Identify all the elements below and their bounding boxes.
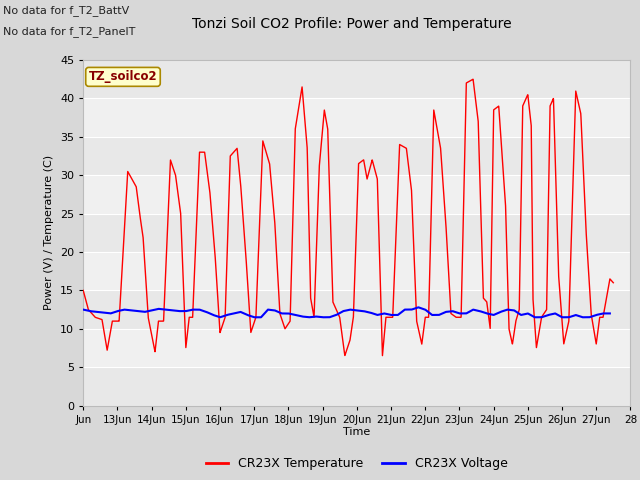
Bar (83, 290, 630, 329)
Y-axis label: Power (V) / Temperature (C): Power (V) / Temperature (C) (45, 155, 54, 311)
Text: No data for f_T2_PanelT: No data for f_T2_PanelT (3, 26, 136, 37)
Text: Tonzi Soil CO2 Profile: Power and Temperature: Tonzi Soil CO2 Profile: Power and Temper… (192, 17, 512, 31)
Text: No data for f_T2_BattV: No data for f_T2_BattV (3, 5, 129, 16)
Bar (83, 60, 630, 98)
Bar (83, 214, 630, 252)
Bar (83, 175, 630, 214)
Bar (83, 252, 630, 290)
Bar (83, 329, 630, 367)
Text: TZ_soilco2: TZ_soilco2 (89, 71, 157, 84)
X-axis label: Time: Time (343, 427, 371, 437)
Legend: CR23X Temperature, CR23X Voltage: CR23X Temperature, CR23X Voltage (201, 452, 513, 475)
Bar (83, 98, 630, 137)
Bar (83, 367, 630, 406)
Bar (83, 137, 630, 175)
